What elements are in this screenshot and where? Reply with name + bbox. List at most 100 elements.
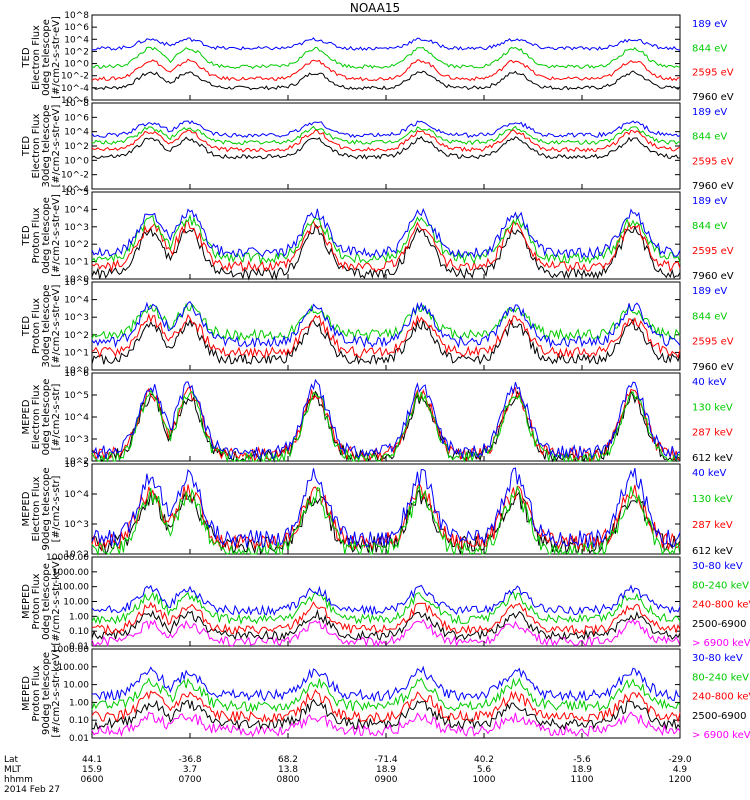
y-axis-label-line: Proton Flux [31, 573, 42, 629]
series-line [91, 378, 681, 461]
y-axis-label-line: [#/cm2-s-str-eV] [51, 16, 62, 99]
series-line [91, 389, 681, 463]
legend-entry: 612 keV [692, 546, 733, 557]
y-tick-label: 10^-4 [61, 84, 89, 94]
y-axis-label: MEPEDElectron Flux90deg telescope[#/cm2-… [21, 467, 62, 550]
footer-mlt-value: 13.8 [278, 765, 298, 775]
y-tick-label: 10^-2 [61, 171, 89, 181]
y-axis-label-line: Proton Flux [31, 665, 42, 721]
series-line [91, 70, 681, 91]
footer-row-label-hhmm: hhmm [4, 775, 33, 785]
y-tick-label: 10^4 [64, 205, 89, 215]
y-tick-label: 10^0 [64, 60, 89, 70]
y-tick-label: 1000.00 [52, 645, 89, 655]
y-tick-label: 10^5 [64, 278, 89, 288]
y-tick-label: 10^3 [64, 313, 89, 323]
panel-frame [91, 372, 681, 462]
y-axis-label-line: 90deg telescope [41, 467, 52, 550]
footer-hhmm-value: 1000 [473, 775, 496, 785]
y-tick-label: 10^5 [64, 460, 89, 470]
y-tick-label: 10^8 [64, 11, 89, 21]
footer-mlt-value: 18.9 [572, 765, 592, 775]
y-tick-label: 10^4 [64, 296, 89, 306]
y-axis-label-line: 0deg telescope [41, 563, 52, 640]
footer-hhmm-value: 0700 [179, 775, 202, 785]
y-axis-label-line: TED [21, 316, 32, 337]
y-tick-label: 100.00 [58, 583, 90, 593]
y-axis-label-line: [#/cm2-s-str-eV] [51, 285, 62, 368]
panel-frame [91, 102, 681, 190]
series-line [91, 213, 681, 266]
y-tick-label: 10^4 [64, 35, 89, 45]
y-tick-label: 0.10 [69, 627, 89, 637]
legend-entry: 7960 eV [692, 181, 734, 192]
panel-ted-electron-0deg: 10^-610^-410^-210^010^210^410^610^8TEDEl… [21, 11, 734, 106]
y-axis-label-line: [#/cm2-s-str-keV] [51, 649, 62, 737]
y-axis-label-line: 30deg telescope [41, 104, 52, 187]
footer-lat-value: -71.4 [374, 755, 398, 765]
legend-entry: 30-80 keV [692, 653, 743, 664]
legend-entry: 2500-6900 [692, 711, 747, 722]
y-tick-label: 10^6 [64, 23, 89, 33]
legend-entry: 189 eV [692, 196, 727, 207]
y-tick-label: 10^2 [64, 550, 89, 560]
series-line [91, 698, 681, 731]
y-axis-label-line: TED [21, 136, 32, 157]
y-axis-label-line: [#/cm2-s-str-keV] [51, 557, 62, 645]
series-line [91, 608, 681, 641]
series-line [91, 711, 681, 738]
y-tick-label: 1.00 [69, 698, 89, 708]
y-tick-label: 0.01 [69, 734, 89, 744]
y-axis-label-line: MEPED [21, 491, 32, 526]
legend-entry: 2595 eV [692, 156, 734, 167]
y-axis-label-line: 0deg telescope [41, 19, 52, 96]
y-tick-label: 10^-2 [61, 72, 89, 82]
legend-entry: 40 keV [692, 377, 726, 388]
legend-entry: 80-240 keV [692, 580, 749, 591]
panel-meped-proton-0deg: 0.010.101.0010.00100.001000.0010000.00ME… [21, 553, 750, 652]
y-tick-label: 10^2 [64, 142, 89, 152]
legend-entry: 2595 eV [692, 246, 734, 257]
footer-hhmm-value: 1200 [669, 775, 692, 785]
series-line [91, 312, 681, 359]
legend-entry: 189 eV [692, 107, 727, 118]
legend-entry: 240-800 keV [692, 600, 750, 611]
legend-entry: 189 eV [692, 286, 727, 297]
y-axis-label-line: 90deg telescope [41, 652, 52, 735]
y-axis-label-line: Electron Flux [31, 384, 42, 449]
footer-lat-value: 40.2 [474, 755, 494, 765]
y-tick-label: 10^1 [64, 258, 89, 268]
y-tick-label: 100.00 [58, 663, 90, 673]
series-line [91, 390, 681, 463]
series-line [91, 677, 681, 713]
series-line [91, 665, 681, 703]
y-tick-label: 10^1 [64, 348, 89, 358]
footer-hhmm-value: 0600 [81, 775, 104, 785]
y-axis-label: TEDElectron Flux0deg telescope[#/cm2-s-s… [21, 16, 62, 99]
footer-lat-value: 44.1 [82, 755, 102, 765]
series-line [91, 129, 681, 153]
footer-row-label-lat: Lat [4, 755, 19, 765]
series-line [91, 135, 681, 160]
y-tick-label: 1.00 [69, 612, 89, 622]
series-line [91, 317, 681, 366]
y-tick-label: 10^4 [64, 413, 89, 423]
series-line [91, 37, 681, 51]
panel-ted-electron-30deg: 10^-410^-210^010^210^410^610^8TEDElectro… [21, 99, 734, 195]
y-axis-label-line: [#/cm2-s-str] [51, 475, 62, 542]
series-line [91, 46, 681, 70]
y-axis-label: TEDElectron Flux30deg telescope[#/cm2-s-… [21, 104, 62, 187]
footer-row-label-mlt: MLT [4, 765, 22, 775]
panel-meped-proton-90deg: 0.010.101.0010.00100.001000.00MEPEDProto… [21, 645, 750, 744]
series-line [91, 207, 681, 260]
y-axis-label-line: [#/cm2-s-str-eV] [51, 194, 62, 277]
y-tick-label: 10^0 [64, 156, 89, 166]
series-line [91, 601, 681, 636]
footer-mlt-value: 18.9 [376, 765, 396, 775]
y-tick-label: 10^-6 [61, 96, 89, 106]
